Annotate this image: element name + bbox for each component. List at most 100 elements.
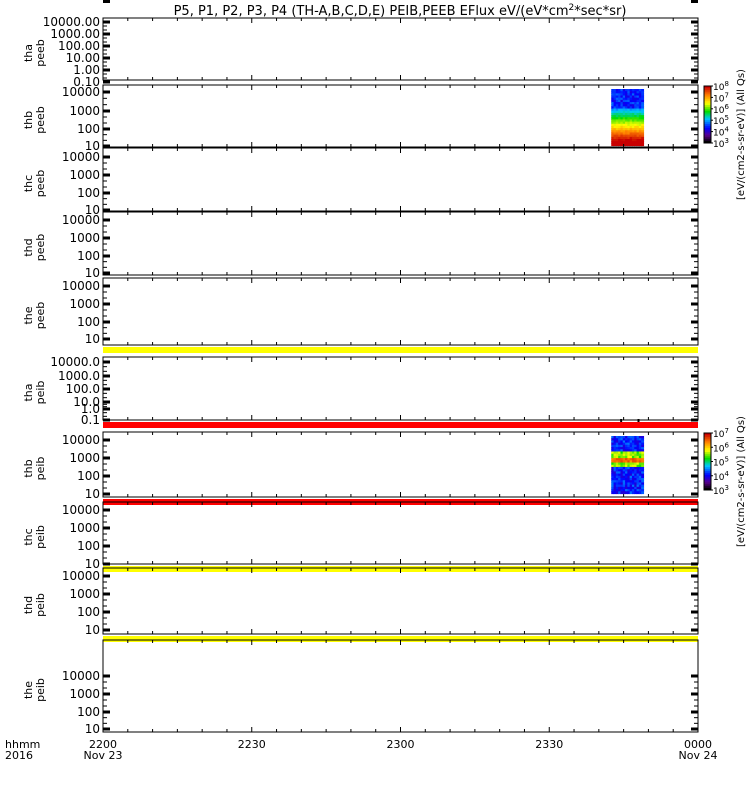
colorbar-tick-base: 10 [713, 487, 725, 497]
spectrogram-cell [620, 93, 624, 97]
y-major-tick-right [691, 360, 698, 364]
spectrogram-cell [611, 104, 615, 107]
spectrogram-cell [636, 121, 640, 125]
y-tick-label: 10000.00 [43, 15, 100, 29]
y-major-tick-right [691, 727, 698, 731]
spectrogram-cell [625, 464, 628, 468]
spectrogram-cell [636, 123, 640, 127]
spectrogram-cell [638, 440, 642, 444]
spectrogram-cell [631, 91, 635, 94]
spectrogram-cell [611, 464, 615, 468]
spectrogram-cell [629, 132, 633, 136]
spectrogram-cell [627, 491, 631, 495]
spectrogram-cell [618, 440, 622, 444]
spectrogram-cell [625, 449, 628, 453]
y-major-tick [103, 80, 110, 84]
spectrogram-cell [631, 93, 635, 97]
spectrogram-cell [615, 141, 619, 144]
y-major-tick-right [691, 155, 698, 159]
spectrogram-cell [618, 136, 622, 140]
spectrogram-cell [629, 143, 633, 147]
spectrogram-cell [634, 99, 638, 103]
spectrogram-cell [641, 110, 645, 114]
spectrogram-cell [622, 106, 626, 110]
spectrogram-cell [634, 106, 638, 110]
spectrogram-cell [625, 471, 628, 475]
spectrogram-cell [618, 115, 622, 118]
colorbar-tick-base: 10 [713, 140, 725, 150]
spectrogram-cell [629, 89, 633, 92]
spectrogram-cell [625, 95, 628, 99]
spectrogram-cell [620, 444, 624, 448]
spectrogram-cell [641, 462, 645, 466]
figure-title-tail: *sec*sr) [574, 4, 626, 19]
colorbar-swatch [704, 467, 711, 470]
y-major-tick-right [691, 173, 698, 177]
spectrogram-cell [613, 489, 617, 492]
spectrogram-cell [613, 91, 617, 94]
spectrogram-cell [618, 458, 622, 461]
y-tick-label: 100 [77, 605, 100, 619]
spectrogram-cell [627, 464, 631, 468]
spectrogram-cell [634, 475, 638, 479]
spectrogram-cell [625, 91, 628, 94]
spectrogram-cell [622, 460, 626, 464]
spectrogram-cell [629, 436, 633, 439]
spectrogram-cell [615, 447, 619, 450]
spectrogram-cell [631, 466, 635, 470]
spectrogram-cell [629, 475, 633, 479]
spectrogram-cell [631, 125, 635, 129]
spectrogram-cell [629, 110, 633, 114]
panel-product-label: peeb [34, 170, 47, 198]
spectrogram-cell [625, 106, 628, 110]
colorbar-swatch [704, 91, 711, 95]
spectrogram-cell [615, 119, 619, 123]
spectrogram-cell [629, 93, 633, 97]
colorbar-swatch [704, 446, 711, 449]
colorbar-swatch [704, 131, 711, 134]
y-tick-label: 1.0 [81, 402, 100, 416]
spectrogram-cell [634, 115, 638, 118]
spectrogram-cell [629, 451, 633, 455]
spectrogram-cell [638, 475, 642, 479]
spectrogram-cell [636, 469, 640, 472]
y-major-tick-right [691, 127, 698, 131]
spectrogram-cell [629, 464, 633, 468]
spectrogram-cell [627, 484, 631, 488]
spectrogram-cell [622, 480, 626, 484]
spectrogram-cell [638, 473, 642, 477]
spectrogram-cell [625, 115, 628, 118]
y-major-tick-right [691, 32, 698, 36]
spectrogram-cell [629, 112, 633, 116]
spectrogram-cell [631, 480, 635, 484]
colorbar-swatch [704, 455, 711, 459]
panel-frame [102, 639, 699, 733]
spectrogram-cell [625, 436, 628, 439]
y-major-tick [103, 692, 110, 696]
spectrogram-cell [641, 115, 645, 118]
y-major-tick [103, 592, 110, 596]
colorbar-swatch [704, 484, 711, 487]
spectrogram-cell [620, 123, 624, 127]
panel-product-label: peib [34, 678, 47, 702]
spectrogram-cell [638, 99, 642, 103]
spectrogram-cell [638, 91, 642, 94]
colorbar-swatch [704, 89, 711, 93]
spectrogram-cell [631, 97, 635, 101]
spectrogram-cell [638, 95, 642, 99]
spectrogram-cell [620, 491, 624, 495]
spectrogram-cell [627, 449, 631, 453]
panel-thb-peeb: 10000 1000 100 10 thbpeeb [22, 84, 699, 153]
y-tick-label: 100 [77, 705, 100, 719]
spectrogram-cell [620, 436, 624, 439]
colorbar-tick-label: 106 [713, 441, 729, 454]
spectrogram-cell [636, 108, 640, 112]
spectrogram-cell [611, 97, 615, 101]
spectrogram-cell [636, 449, 640, 453]
spectrogram-cell [615, 451, 619, 455]
spectrogram-cell [627, 480, 631, 484]
spectrogram-cell [627, 475, 631, 479]
y-major-tick-right [691, 692, 698, 696]
